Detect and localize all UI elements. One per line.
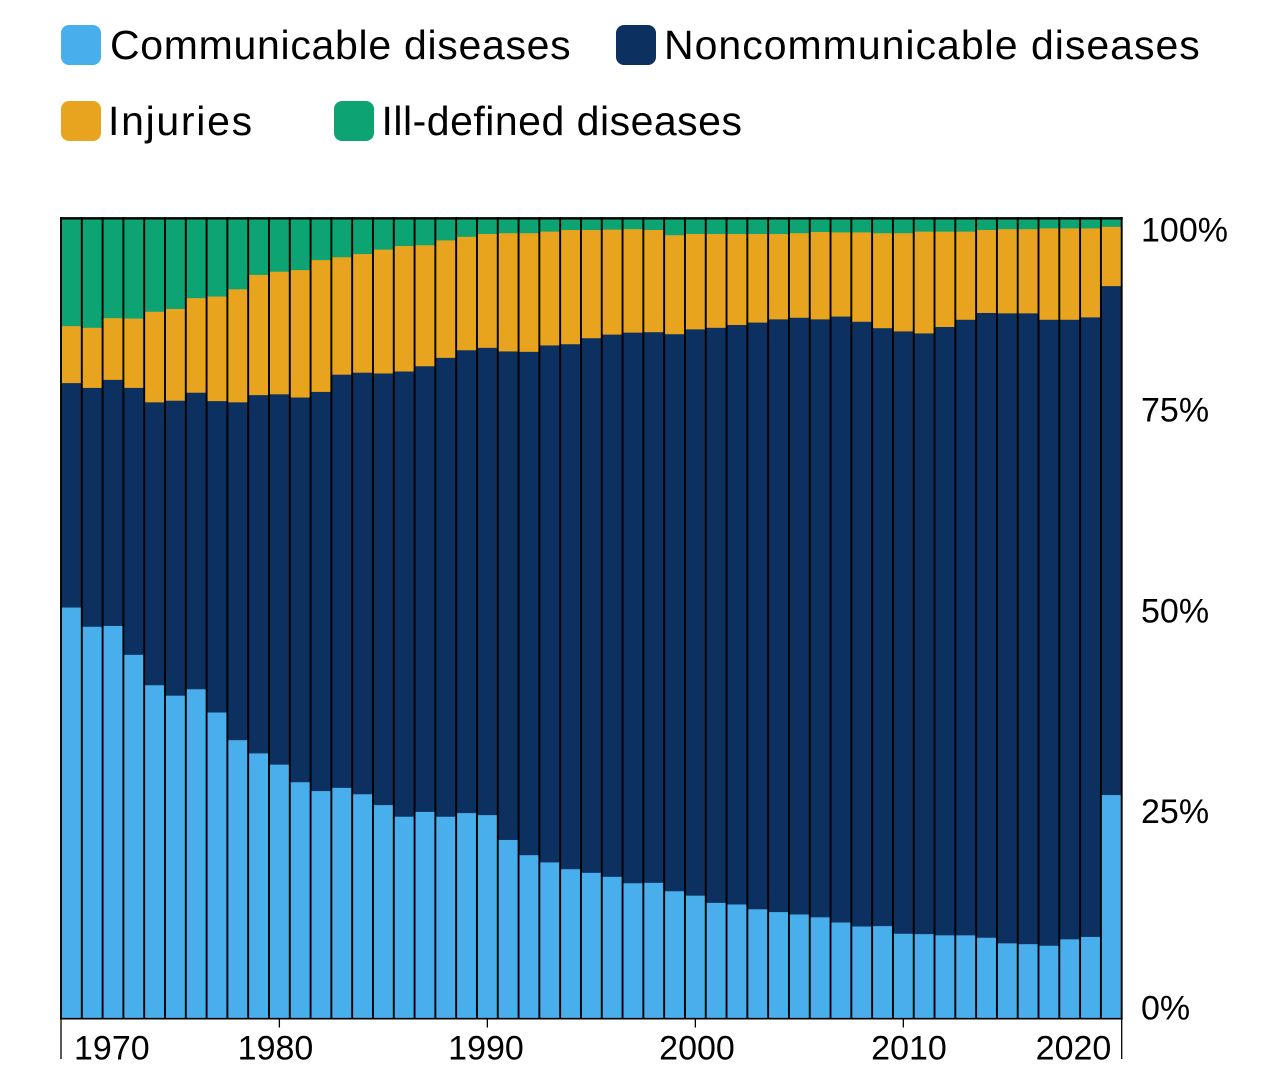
svg-text:100%: 100% — [1141, 212, 1228, 250]
svg-text:2010: 2010 — [871, 1030, 947, 1068]
svg-text:1990: 1990 — [448, 1030, 524, 1068]
svg-text:50%: 50% — [1141, 593, 1209, 631]
svg-text:1980: 1980 — [238, 1030, 314, 1068]
svg-text:0%: 0% — [1141, 990, 1190, 1028]
svg-text:75%: 75% — [1141, 392, 1209, 430]
svg-text:2020: 2020 — [1036, 1030, 1112, 1068]
svg-text:2000: 2000 — [659, 1030, 735, 1068]
svg-text:25%: 25% — [1141, 793, 1209, 831]
svg-text:1970: 1970 — [74, 1030, 150, 1068]
